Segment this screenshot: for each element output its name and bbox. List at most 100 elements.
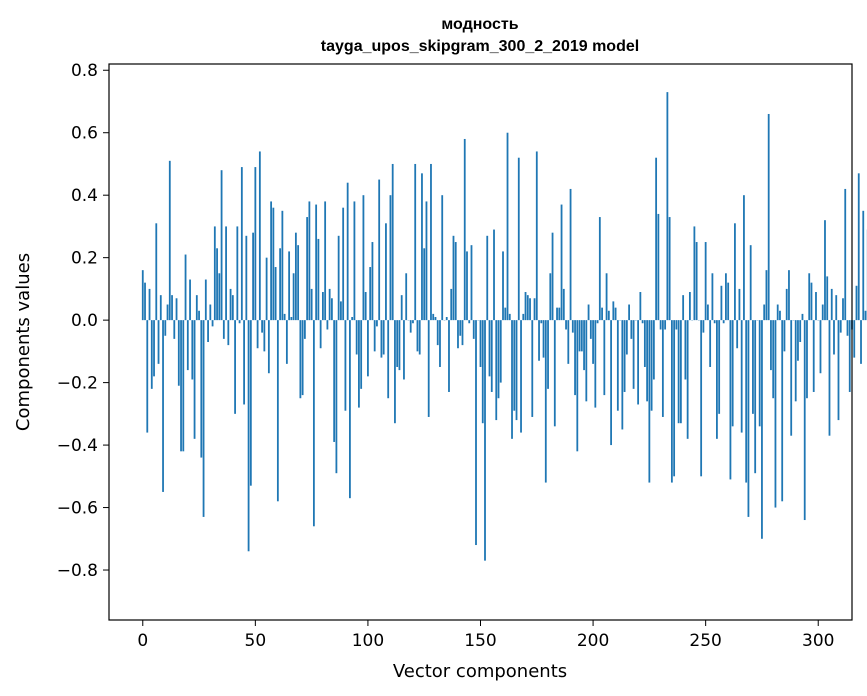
- bar: [148, 288, 151, 321]
- bar: [292, 273, 295, 321]
- bar: [270, 201, 273, 321]
- bar: [432, 313, 435, 321]
- bar: [799, 320, 802, 342]
- bar: [463, 138, 466, 321]
- bar: [506, 132, 509, 321]
- bar: [621, 320, 624, 430]
- bar: [331, 298, 333, 321]
- bar: [245, 235, 248, 321]
- bar: [794, 320, 797, 402]
- bar: [551, 232, 554, 321]
- bar: [353, 201, 356, 321]
- bar: [265, 257, 268, 321]
- bar: [673, 320, 676, 477]
- y-axis-ticks: −0.8 −0.6 −0.4 −0.2 0.0 0.2 0.4 0.6 0.8: [57, 61, 109, 581]
- bar: [162, 320, 164, 492]
- y-tick-label: −0.2: [57, 374, 98, 394]
- chart-title-line1: модность: [441, 16, 518, 33]
- bar: [639, 292, 642, 321]
- bar: [702, 320, 705, 333]
- bar: [479, 320, 482, 367]
- bar: [535, 151, 538, 321]
- x-tick-label: 300: [802, 631, 834, 651]
- bar: [430, 163, 432, 321]
- bar: [414, 163, 417, 321]
- bar: [781, 320, 784, 502]
- bar: [542, 320, 545, 358]
- bar: [788, 270, 790, 321]
- bar: [725, 273, 727, 321]
- y-tick-label: −0.4: [57, 436, 98, 456]
- bar: [693, 226, 696, 321]
- bar: [290, 317, 293, 321]
- bar: [434, 317, 437, 321]
- bar: [679, 320, 682, 424]
- bar: [412, 320, 414, 324]
- bar: [389, 195, 392, 321]
- bar: [358, 320, 360, 408]
- bar: [839, 320, 842, 333]
- bar: [540, 320, 543, 324]
- bar: [664, 320, 667, 330]
- bar: [661, 320, 664, 417]
- bar: [279, 248, 282, 321]
- y-axis-label: Components values: [13, 253, 34, 431]
- bar: [758, 320, 761, 427]
- bar: [668, 217, 671, 321]
- bar: [502, 251, 504, 321]
- bar: [416, 320, 419, 352]
- bar: [713, 320, 716, 324]
- bar: [648, 320, 651, 483]
- bar: [222, 320, 225, 339]
- bar: [779, 310, 781, 321]
- bar: [164, 320, 167, 336]
- bar: [517, 157, 520, 321]
- bar: [803, 320, 806, 521]
- bar: [189, 279, 191, 321]
- bar: [146, 320, 149, 433]
- bar: [495, 320, 498, 421]
- bar: [576, 320, 579, 452]
- bar: [824, 220, 826, 321]
- bar: [459, 320, 462, 336]
- bar: [589, 320, 592, 339]
- bar: [520, 320, 522, 433]
- bar: [294, 232, 297, 321]
- bar: [418, 320, 421, 355]
- x-tick-label: 200: [577, 631, 609, 651]
- bar: [315, 204, 318, 321]
- bar: [761, 320, 763, 539]
- bar: [772, 320, 775, 399]
- bar: [349, 320, 351, 499]
- bar: [853, 320, 856, 358]
- bar: [652, 320, 655, 380]
- bar: [452, 235, 455, 321]
- bar: [684, 320, 687, 380]
- bar: [783, 320, 786, 352]
- bar: [607, 310, 610, 321]
- y-tick-label: 0.4: [71, 186, 98, 206]
- bar: [382, 320, 385, 355]
- bar: [819, 320, 822, 374]
- bar: [461, 320, 464, 346]
- bar: [632, 320, 635, 389]
- bar: [560, 204, 563, 321]
- bar: [337, 235, 340, 321]
- bar: [524, 292, 527, 321]
- bar: [556, 307, 558, 321]
- bar: [655, 157, 658, 321]
- bar: [709, 320, 712, 367]
- bar: [283, 313, 286, 321]
- bar: [688, 292, 691, 321]
- bar: [801, 313, 804, 321]
- bar: [848, 320, 851, 392]
- bar: [310, 288, 313, 321]
- bar: [533, 298, 536, 321]
- chart-title-line2: tayga_upos_skipgram_300_2_2019 model: [321, 38, 639, 55]
- y-tick-label: 0.0: [71, 311, 98, 331]
- bar: [596, 320, 599, 324]
- bar: [362, 195, 365, 321]
- bar: [252, 232, 254, 321]
- bar: [594, 320, 597, 408]
- bar: [508, 313, 511, 321]
